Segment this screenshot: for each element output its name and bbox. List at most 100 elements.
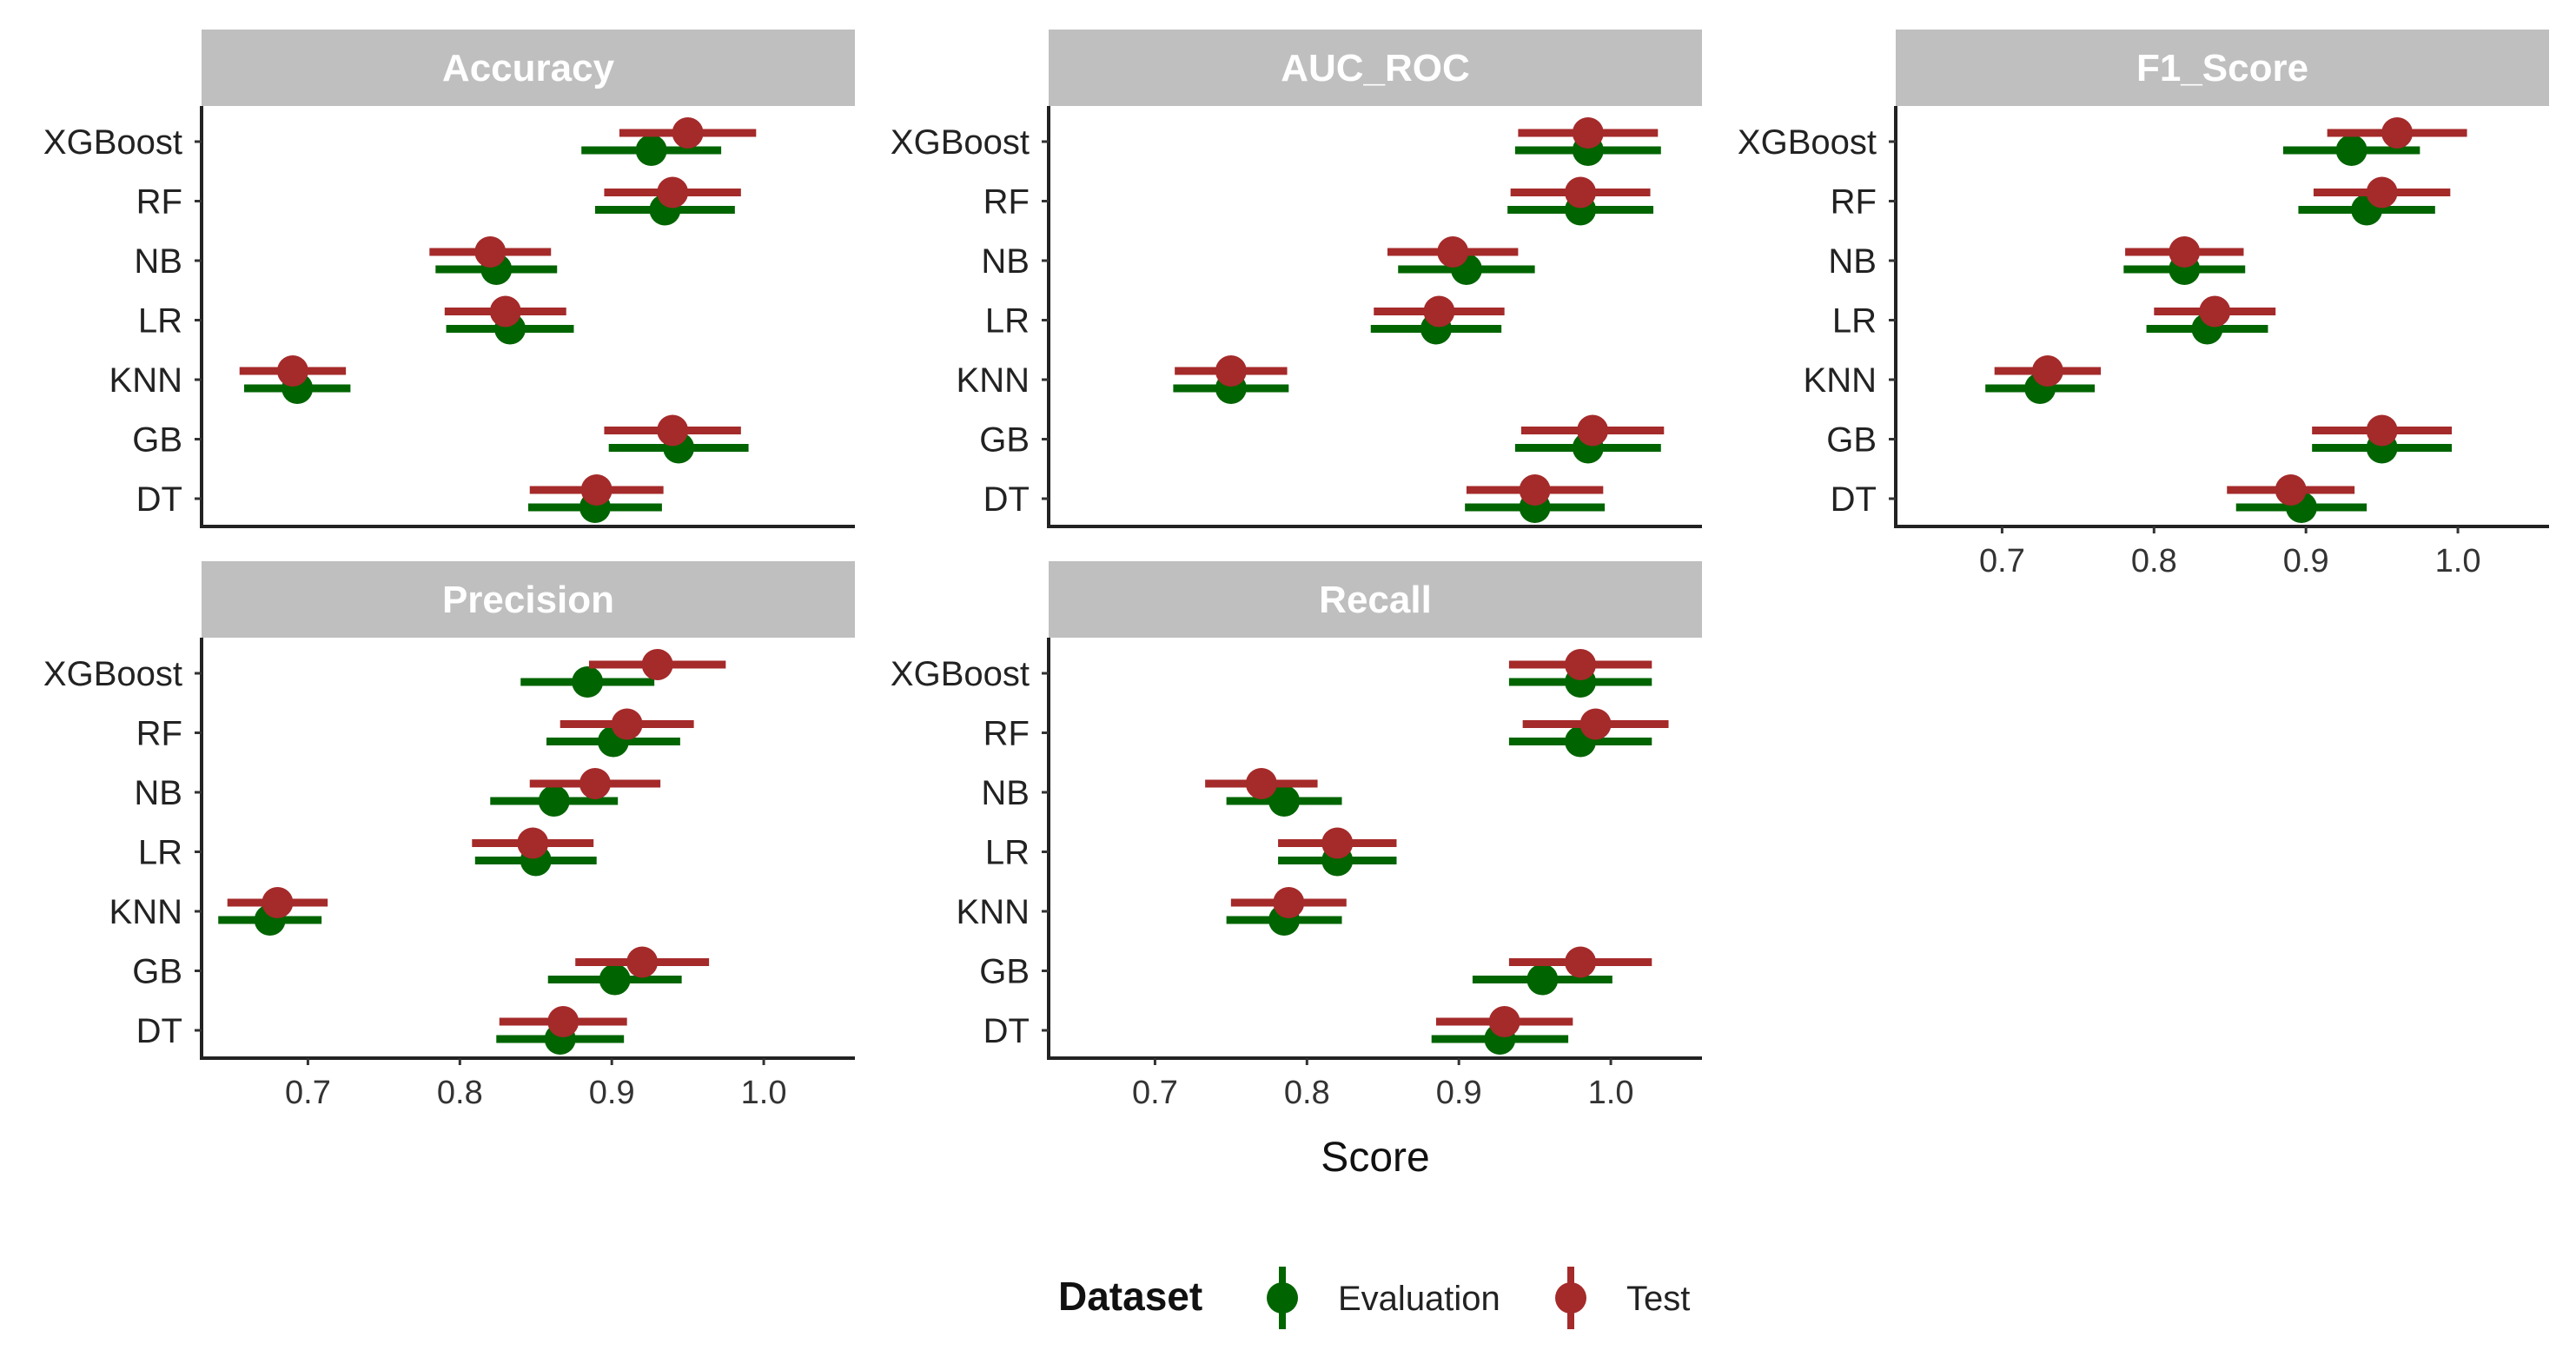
- point-test-dt: [580, 474, 613, 506]
- legend-key-point: [1555, 1282, 1586, 1314]
- y-tick-label: GB: [132, 421, 182, 460]
- y-tick-label: RF: [136, 183, 182, 222]
- y-tick-label: KNN: [1804, 361, 1877, 400]
- point-test-rf: [2366, 176, 2398, 209]
- facet-panel-recall: Recall XGBoost RF NB LR KNN GB DT 0.7 0.8 0.9 1.0: [891, 561, 1702, 1111]
- y-tick-label: LR: [985, 302, 1030, 341]
- facet-strip: [202, 561, 855, 638]
- y-tick-label: GB: [132, 953, 182, 991]
- x-axis-title: Score: [1321, 1135, 1429, 1181]
- y-tick-label: NB: [981, 774, 1030, 812]
- facet-panel-accuracy: Accuracy XGBoost RF NB LR KNN GB DT: [43, 30, 855, 528]
- y-tick-label: RF: [983, 715, 1030, 753]
- point-test-dt: [2275, 474, 2307, 506]
- legend-title: Dataset: [1058, 1274, 1202, 1319]
- point-test-rf: [1579, 708, 1612, 740]
- point-test-lr: [517, 827, 549, 859]
- facet-panel-precision: Precision XGBoost RF NB LR KNN GB DT 0.7 0.8 0.9 1.…: [43, 561, 855, 1111]
- x-tick-label: 1.0: [741, 1075, 787, 1111]
- x-tick-label: 0.7: [285, 1075, 331, 1111]
- point-test-gb: [1565, 946, 1597, 978]
- y-tick-label: KNN: [109, 893, 182, 931]
- y-tick-label: RF: [1831, 183, 1877, 222]
- y-tick-label: GB: [979, 953, 1030, 991]
- facet-title: Accuracy: [442, 47, 615, 89]
- x-tick-label: 1.0: [2435, 543, 2481, 579]
- y-tick-label: LR: [138, 834, 182, 872]
- y-tick-label: DT: [136, 480, 182, 519]
- point-test-nb: [474, 236, 507, 268]
- x-tick-label: 0.9: [589, 1075, 635, 1111]
- point-test-xgboost: [672, 117, 704, 149]
- y-tick-label: NB: [134, 774, 182, 812]
- point-test-knn: [1215, 355, 1247, 387]
- point-test-gb: [626, 946, 659, 978]
- y-tick-label: XGBoost: [1738, 123, 1877, 162]
- point-test-nb: [1437, 236, 1469, 268]
- point-evaluation-nb: [538, 785, 570, 817]
- point-test-nb: [579, 768, 611, 799]
- point-test-lr: [1321, 827, 1354, 859]
- point-test-rf: [1565, 176, 1597, 209]
- axis-lines: [1047, 638, 1702, 1060]
- point-test-lr: [2199, 295, 2231, 328]
- x-tick-label: 0.9: [2283, 543, 2329, 579]
- y-tick-label: NB: [1828, 242, 1877, 281]
- point-test-knn: [262, 887, 294, 918]
- point-evaluation-xgboost: [2335, 135, 2367, 166]
- y-tick-label: DT: [983, 480, 1030, 519]
- x-tick-label: 0.8: [1284, 1075, 1330, 1111]
- x-tick-label: 0.7: [1979, 543, 2025, 579]
- point-test-xgboost: [641, 649, 673, 680]
- point-test-gb: [1577, 414, 1609, 447]
- x-tick-label: 0.9: [1436, 1075, 1482, 1111]
- y-tick-label: XGBoost: [891, 655, 1030, 693]
- axis-lines: [200, 106, 855, 528]
- point-test-knn: [1273, 887, 1305, 918]
- facet-title: Recall: [1319, 579, 1432, 621]
- y-tick-label: RF: [983, 183, 1030, 222]
- facet-title: F1_Score: [2136, 47, 2308, 89]
- x-tick-label: 0.8: [2131, 543, 2177, 579]
- y-tick-label: LR: [1832, 302, 1877, 341]
- facet-title: Precision: [442, 579, 614, 621]
- point-test-xgboost: [1572, 117, 1604, 149]
- y-tick-label: GB: [979, 421, 1030, 460]
- point-test-xgboost: [1565, 649, 1597, 680]
- facet-strip: [202, 30, 855, 106]
- y-tick-label: LR: [985, 834, 1030, 872]
- facet-panel-auc-roc: AUC_ROC XGBoost RF NB LR KNN GB DT: [891, 30, 1702, 528]
- facet-title: AUC_ROC: [1281, 47, 1470, 89]
- x-tick-label: 0.8: [437, 1075, 483, 1111]
- y-tick-label: DT: [983, 1012, 1030, 1050]
- legend-key-point: [1267, 1282, 1298, 1314]
- y-tick-label: LR: [138, 302, 182, 341]
- point-test-dt: [547, 1006, 579, 1037]
- point-test-knn: [276, 355, 308, 387]
- y-tick-label: DT: [136, 1012, 182, 1050]
- point-test-dt: [1519, 474, 1551, 506]
- y-tick-label: XGBoost: [891, 123, 1030, 162]
- point-test-lr: [1423, 295, 1455, 328]
- point-evaluation-gb: [599, 963, 631, 996]
- point-test-rf: [657, 176, 689, 209]
- axis-lines: [200, 638, 855, 1060]
- y-tick-label: KNN: [957, 361, 1030, 400]
- y-tick-label: XGBoost: [43, 123, 182, 162]
- point-test-gb: [657, 414, 689, 447]
- point-evaluation-xgboost: [635, 135, 667, 166]
- point-test-xgboost: [2381, 117, 2414, 149]
- facet-panel-f1-score: F1_Score XGBoost RF NB LR KNN GB DT 0.7 0.8 0.9 1.0: [1738, 30, 2549, 579]
- point-test-nb: [1245, 768, 1277, 799]
- y-tick-label: KNN: [957, 893, 1030, 931]
- y-tick-label: KNN: [109, 361, 182, 400]
- axis-lines: [1047, 106, 1702, 528]
- y-tick-label: DT: [1831, 480, 1877, 519]
- point-test-nb: [2169, 236, 2201, 268]
- point-evaluation-xgboost: [572, 666, 604, 698]
- x-tick-label: 0.7: [1132, 1075, 1178, 1111]
- point-test-lr: [489, 295, 521, 328]
- y-tick-label: NB: [134, 242, 182, 281]
- point-test-dt: [1488, 1006, 1520, 1037]
